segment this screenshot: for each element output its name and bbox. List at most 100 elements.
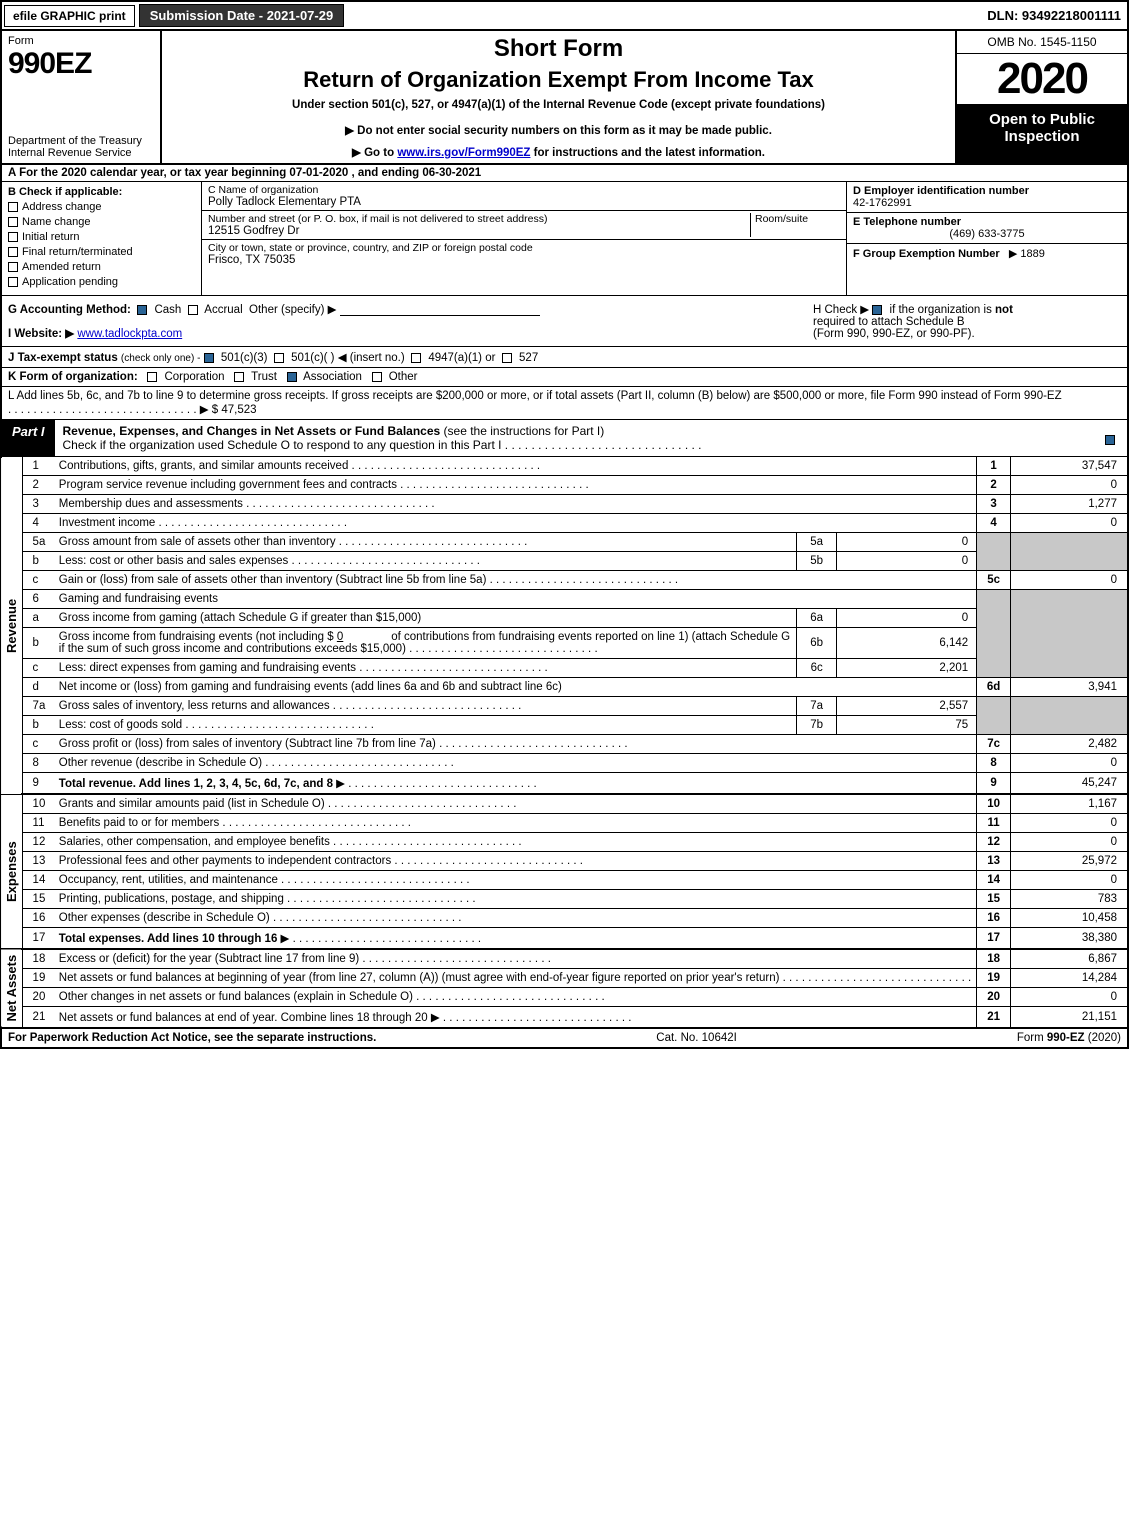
dept-irs: Internal Revenue Service [8,147,154,159]
K-assoc: Association [303,371,362,383]
l8-box: 8 [977,754,1011,773]
website-link[interactable]: www.tadlockpta.com [77,328,182,340]
l17-val: 38,380 [1011,928,1128,950]
l3-num: 3 [22,495,54,514]
chk-amended-return[interactable]: Amended return [8,261,195,273]
page-footer: For Paperwork Reduction Act Notice, see … [0,1028,1129,1049]
l15-num: 15 [22,890,54,909]
H-text4: (Form 990, 990-EZ, or 990-PF). [813,328,975,340]
row-19: 19 Net assets or fund balances at beginn… [1,969,1128,988]
l6-shade [977,590,1011,678]
row-21: 21 Net assets or fund balances at end of… [1,1007,1128,1028]
l4-num: 4 [22,514,54,533]
chk-cash[interactable] [137,305,147,315]
l8-text: Other revenue (describe in Schedule O) [59,757,262,769]
part1-check-text: Check if the organization used Schedule … [63,438,502,452]
l5a-num: 5a [22,533,54,552]
row-12: 12 Salaries, other compensation, and emp… [1,833,1128,852]
row-6c: c Less: direct expenses from gaming and … [1,659,1128,678]
C-name-label: C Name of organization [208,184,840,196]
J-label: J Tax-exempt status [8,352,118,364]
l7b-subval: 75 [837,716,977,735]
l7a-text: Gross sales of inventory, less returns a… [59,700,330,712]
l6a-text: Gross income from gaming (attach Schedul… [59,612,421,624]
open-to-public: Open to Public Inspection [957,105,1127,163]
l7b-num: b [22,716,54,735]
l13-text: Professional fees and other payments to … [59,855,391,867]
chk-H[interactable] [872,305,882,315]
main-title: Return of Organization Exempt From Incom… [170,67,947,93]
l21-val: 21,151 [1011,1007,1128,1028]
l11-num: 11 [22,814,54,833]
chk-address-change[interactable]: Address change [8,201,195,213]
footer-center: Cat. No. 10642I [656,1032,737,1044]
l21-text: Net assets or fund balances at end of ye… [59,1012,428,1024]
chk-527[interactable] [502,353,512,363]
section-B: B Check if applicable: Address change Na… [2,182,202,295]
chk-application-pending-label: Application pending [22,276,118,288]
row-7c: c Gross profit or (loss) from sales of i… [1,735,1128,754]
row-7a: 7a Gross sales of inventory, less return… [1,697,1128,716]
irs-link[interactable]: www.irs.gov/Form990EZ [397,147,530,159]
chk-amended-return-label: Amended return [22,261,101,273]
L-amount: $ 47,523 [212,404,257,416]
top-bar: efile GRAPHIC print Submission Date - 20… [0,0,1129,31]
l14-val: 0 [1011,871,1128,890]
chk-trust[interactable] [234,372,244,382]
chk-part1-scheduleO[interactable] [1105,435,1115,445]
part1-title: Revenue, Expenses, and Changes in Net As… [55,420,1097,456]
l20-text: Other changes in net assets or fund bala… [59,991,413,1003]
l2-text: Program service revenue including govern… [59,479,397,491]
l5b-num: b [22,552,54,571]
part1-table: Revenue 1 Contributions, gifts, grants, … [0,457,1129,1028]
l3-val: 1,277 [1011,495,1128,514]
chk-accrual[interactable] [188,305,198,315]
l5-shade-val [1011,533,1128,571]
chk-application-pending[interactable]: Application pending [8,276,195,288]
chk-final-return-label: Final return/terminated [22,246,133,258]
chk-final-return[interactable]: Final return/terminated [8,246,195,258]
ein-value: 42-1762991 [853,197,912,209]
chk-corp[interactable] [147,372,157,382]
l7b-sub: 7b [797,716,837,735]
l15-val: 783 [1011,890,1128,909]
chk-4947[interactable] [411,353,421,363]
efile-print-button[interactable]: efile GRAPHIC print [4,5,135,27]
l21-num: 21 [22,1007,54,1028]
l3-text: Membership dues and assessments [59,498,243,510]
row-17: 17 Total expenses. Add lines 10 through … [1,928,1128,950]
l8-num: 8 [22,754,54,773]
chk-name-change[interactable]: Name change [8,216,195,228]
chk-assoc[interactable] [287,372,297,382]
l6d-val: 3,941 [1011,678,1128,697]
row-6: 6 Gaming and fundraising events [1,590,1128,609]
l11-box: 11 [977,814,1011,833]
footer-right-post: (2020) [1085,1032,1121,1044]
chk-501c[interactable] [274,353,284,363]
l19-text: Net assets or fund balances at beginning… [59,972,780,984]
I-label: I Website: ▶ [8,328,74,340]
l5b-subval: 0 [837,552,977,571]
submission-date-button[interactable]: Submission Date - 2021-07-29 [139,4,345,27]
ssn-note: ▶ Do not enter social security numbers o… [170,123,947,137]
l6-num: 6 [22,590,54,609]
G-other: Other (specify) ▶ [249,304,336,316]
l7a-num: 7a [22,697,54,716]
G-other-input[interactable] [340,315,540,316]
J-501c3: 501(c)(3) [221,352,268,364]
row-3: 3 Membership dues and assessments 3 1,27… [1,495,1128,514]
l5c-num: c [22,571,54,590]
chk-initial-return[interactable]: Initial return [8,231,195,243]
row-20: 20 Other changes in net assets or fund b… [1,988,1128,1007]
l12-num: 12 [22,833,54,852]
chk-other[interactable] [372,372,382,382]
C-city-label: City or town, state or province, country… [208,242,840,254]
chk-501c3[interactable] [204,353,214,363]
l5c-box: 5c [977,571,1011,590]
l9-val: 45,247 [1011,773,1128,795]
l4-box: 4 [977,514,1011,533]
l6b-sub: 6b [797,628,837,659]
row-7b: b Less: cost of goods sold 7b 75 [1,716,1128,735]
room-label: Room/suite [755,213,840,225]
part1-header: Part I Revenue, Expenses, and Changes in… [0,420,1129,457]
